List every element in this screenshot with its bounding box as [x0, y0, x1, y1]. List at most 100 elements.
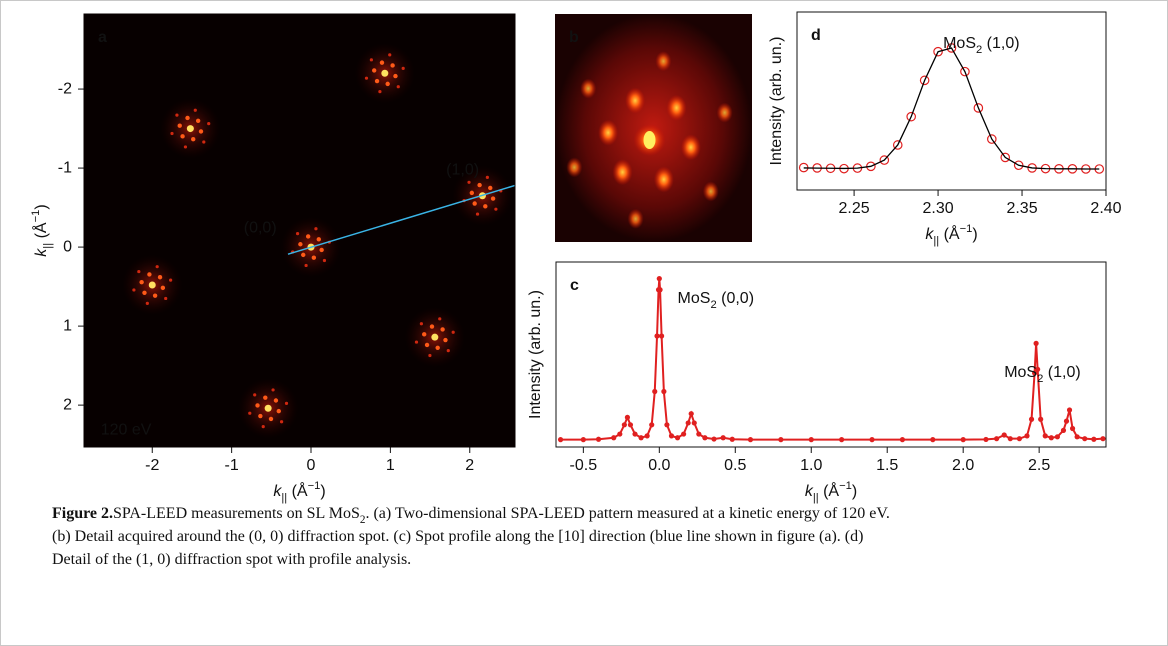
- data-point: [973, 103, 984, 113]
- data-point: [919, 75, 930, 86]
- x-tick-label: -2: [145, 457, 159, 474]
- satellite: [202, 140, 206, 144]
- satellite: [137, 269, 141, 274]
- data-point: [1069, 425, 1076, 432]
- x-axis-label: k|| (Å−1): [273, 480, 325, 504]
- plot-frame: [796, 11, 1107, 191]
- spot: [627, 208, 644, 229]
- satellite: [490, 196, 496, 201]
- satellite: [424, 342, 430, 348]
- x-tick-label: 1: [386, 457, 395, 474]
- data-point: [1038, 416, 1044, 422]
- data-point: [946, 43, 957, 53]
- caption-line: (b) Detail acquired around the (0, 0) di…: [52, 528, 863, 545]
- caption-text: Detail of the (1, 0) diffraction spot wi…: [52, 551, 411, 568]
- satellite: [372, 68, 377, 73]
- satellite: [435, 345, 440, 350]
- satellite: [438, 317, 442, 321]
- x-tick-label: 0: [307, 457, 316, 474]
- data-point: [1000, 152, 1011, 163]
- x-tick-label: 2.0: [952, 457, 974, 474]
- data-point: [685, 420, 691, 426]
- x-axis-label-part: −1: [839, 480, 852, 492]
- satellite: [396, 85, 400, 89]
- annotation: MoS2 (0,0): [678, 290, 754, 311]
- satellite: [440, 327, 445, 332]
- data-point: [674, 435, 681, 441]
- data-point: [983, 436, 989, 443]
- satellite: [451, 330, 455, 334]
- spot: [566, 157, 583, 178]
- spot: [625, 87, 646, 114]
- y-tick-label: -2: [58, 80, 72, 97]
- spot: [655, 51, 672, 72]
- data-point: [1013, 160, 1024, 171]
- caption-text: (b) Detail acquired around the (0, 0) di…: [52, 528, 863, 545]
- satellite: [304, 263, 308, 268]
- satellite: [322, 258, 327, 263]
- satellite: [428, 353, 432, 358]
- satellite: [295, 232, 300, 236]
- x-tick-label: 1.0: [800, 457, 822, 474]
- annotation-part: (0,0): [717, 290, 754, 307]
- data-point: [691, 420, 697, 426]
- y-axis-label: Intensity (arb. un.): [527, 290, 544, 419]
- satellite: [175, 113, 179, 117]
- data-point: [649, 422, 655, 428]
- data-point: [668, 433, 675, 439]
- annotation: 120 eV: [101, 422, 152, 439]
- x-tick-label: 2.30: [922, 200, 953, 217]
- satellite: [414, 340, 419, 344]
- data-point: [892, 140, 903, 150]
- satellite: [261, 425, 265, 429]
- spot: [598, 119, 619, 146]
- satellite: [248, 411, 252, 415]
- satellite: [279, 420, 284, 424]
- x-axis-label-part: ||: [281, 492, 287, 504]
- x-axis-label-part: (Å: [939, 224, 960, 243]
- satellite: [284, 401, 289, 405]
- satellite: [467, 180, 471, 184]
- x-axis-label-part: ||: [933, 235, 939, 247]
- x-tick-label: -1: [225, 457, 239, 474]
- x-axis-label-part: ): [972, 226, 977, 243]
- annotation: (1,0): [446, 162, 479, 179]
- data-point: [1100, 436, 1106, 442]
- spot-core: [643, 131, 656, 149]
- data-point: [661, 388, 667, 395]
- panel-label: a: [98, 29, 107, 46]
- x-tick-label: 2: [465, 457, 474, 474]
- satellite: [401, 66, 405, 70]
- data-point: [933, 46, 943, 57]
- data-point: [664, 422, 670, 428]
- y-axis-label-part: (Å: [31, 222, 50, 243]
- data-point: [652, 388, 658, 395]
- y-axis-label-part: ): [33, 204, 50, 209]
- satellite: [314, 227, 318, 231]
- x-axis-label-part: ): [320, 483, 325, 500]
- caption-label: Figure 2.: [52, 505, 113, 522]
- panel-label: d: [811, 27, 821, 44]
- profile-curve: [560, 278, 1104, 441]
- annotation-part: 2: [1037, 373, 1043, 385]
- spot: [580, 78, 597, 99]
- annotation: (0,0): [244, 219, 277, 236]
- satellite: [152, 293, 158, 298]
- satellite: [443, 337, 448, 343]
- x-tick-label: 2.40: [1090, 200, 1121, 217]
- satellite: [164, 296, 168, 301]
- satellite: [185, 115, 190, 121]
- data-point: [1074, 434, 1080, 440]
- spot: [431, 333, 439, 341]
- x-axis-label-part: ||: [813, 492, 819, 504]
- fit-curve: [803, 47, 1100, 170]
- satellite: [169, 278, 173, 282]
- annotation: MoS2 (1,0): [943, 35, 1019, 56]
- data-point: [702, 435, 708, 441]
- satellite: [195, 118, 201, 123]
- satellite: [311, 255, 317, 260]
- data-point: [1042, 433, 1048, 439]
- data-point: [1001, 432, 1007, 438]
- x-tick-label: -0.5: [570, 457, 598, 474]
- spot: [612, 159, 633, 186]
